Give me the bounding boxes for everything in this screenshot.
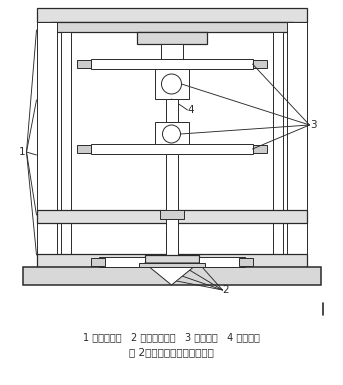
Bar — [154, 122, 189, 146]
Bar — [252, 60, 267, 68]
Text: 1 试验台框架   2 液压加载系统   3 固定夹具   4 连杆试件: 1 试验台框架 2 液压加载系统 3 固定夹具 4 连杆试件 — [83, 332, 260, 342]
Bar — [36, 210, 307, 223]
Bar — [238, 258, 252, 266]
Bar — [137, 32, 206, 44]
Bar — [166, 219, 177, 255]
Bar — [272, 32, 283, 254]
Bar — [60, 32, 71, 254]
Bar — [286, 22, 307, 262]
Bar — [91, 258, 105, 266]
Bar — [76, 145, 91, 153]
Bar — [139, 263, 204, 267]
Polygon shape — [144, 263, 199, 285]
Bar — [91, 144, 252, 154]
Bar — [50, 22, 293, 32]
Circle shape — [162, 74, 181, 94]
Bar — [199, 257, 245, 267]
Bar — [166, 99, 177, 122]
Circle shape — [163, 125, 180, 143]
Text: 2: 2 — [223, 285, 229, 295]
Text: 4: 4 — [188, 105, 194, 115]
Bar — [252, 145, 267, 153]
Bar — [36, 22, 57, 262]
Bar — [161, 44, 182, 59]
Bar — [76, 60, 91, 68]
Bar — [36, 8, 307, 22]
Bar — [98, 257, 144, 267]
Bar — [159, 210, 184, 219]
Bar — [91, 59, 252, 69]
Bar — [154, 69, 189, 99]
Bar — [144, 255, 199, 263]
Bar — [166, 154, 177, 212]
Bar — [23, 267, 320, 285]
Text: 3: 3 — [310, 120, 317, 130]
Bar — [36, 254, 307, 267]
Text: 1: 1 — [19, 147, 25, 157]
Text: 图 2：试验台机械结构示意图: 图 2：试验台机械结构示意图 — [129, 347, 214, 357]
